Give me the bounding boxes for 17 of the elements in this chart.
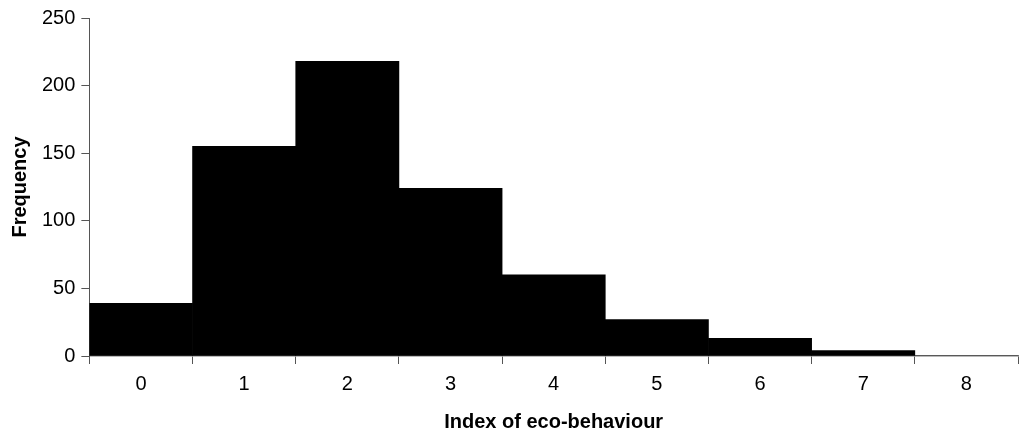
x-tick-label: 4 — [548, 371, 560, 394]
y-tick-label: 100 — [41, 208, 76, 231]
y-axis-title: Frequency — [7, 135, 30, 238]
y-tick-label: 150 — [41, 140, 76, 163]
y-tick-label: 0 — [64, 343, 76, 366]
y-tick-label: 250 — [41, 5, 76, 28]
y-tick-label: 200 — [41, 73, 76, 96]
x-tick-label: 8 — [960, 371, 972, 394]
x-tick-label: 7 — [857, 371, 869, 394]
x-tick-label: 5 — [651, 371, 663, 394]
x-tick-label: 1 — [238, 371, 250, 394]
x-axis-title: Index of eco-behaviour — [444, 409, 664, 432]
x-tick-label: 6 — [754, 371, 766, 394]
x-tick-label: 0 — [135, 371, 147, 394]
x-tick-label: 2 — [341, 371, 353, 394]
y-tick-label: 50 — [53, 275, 76, 298]
x-tick-label: 3 — [444, 371, 457, 394]
